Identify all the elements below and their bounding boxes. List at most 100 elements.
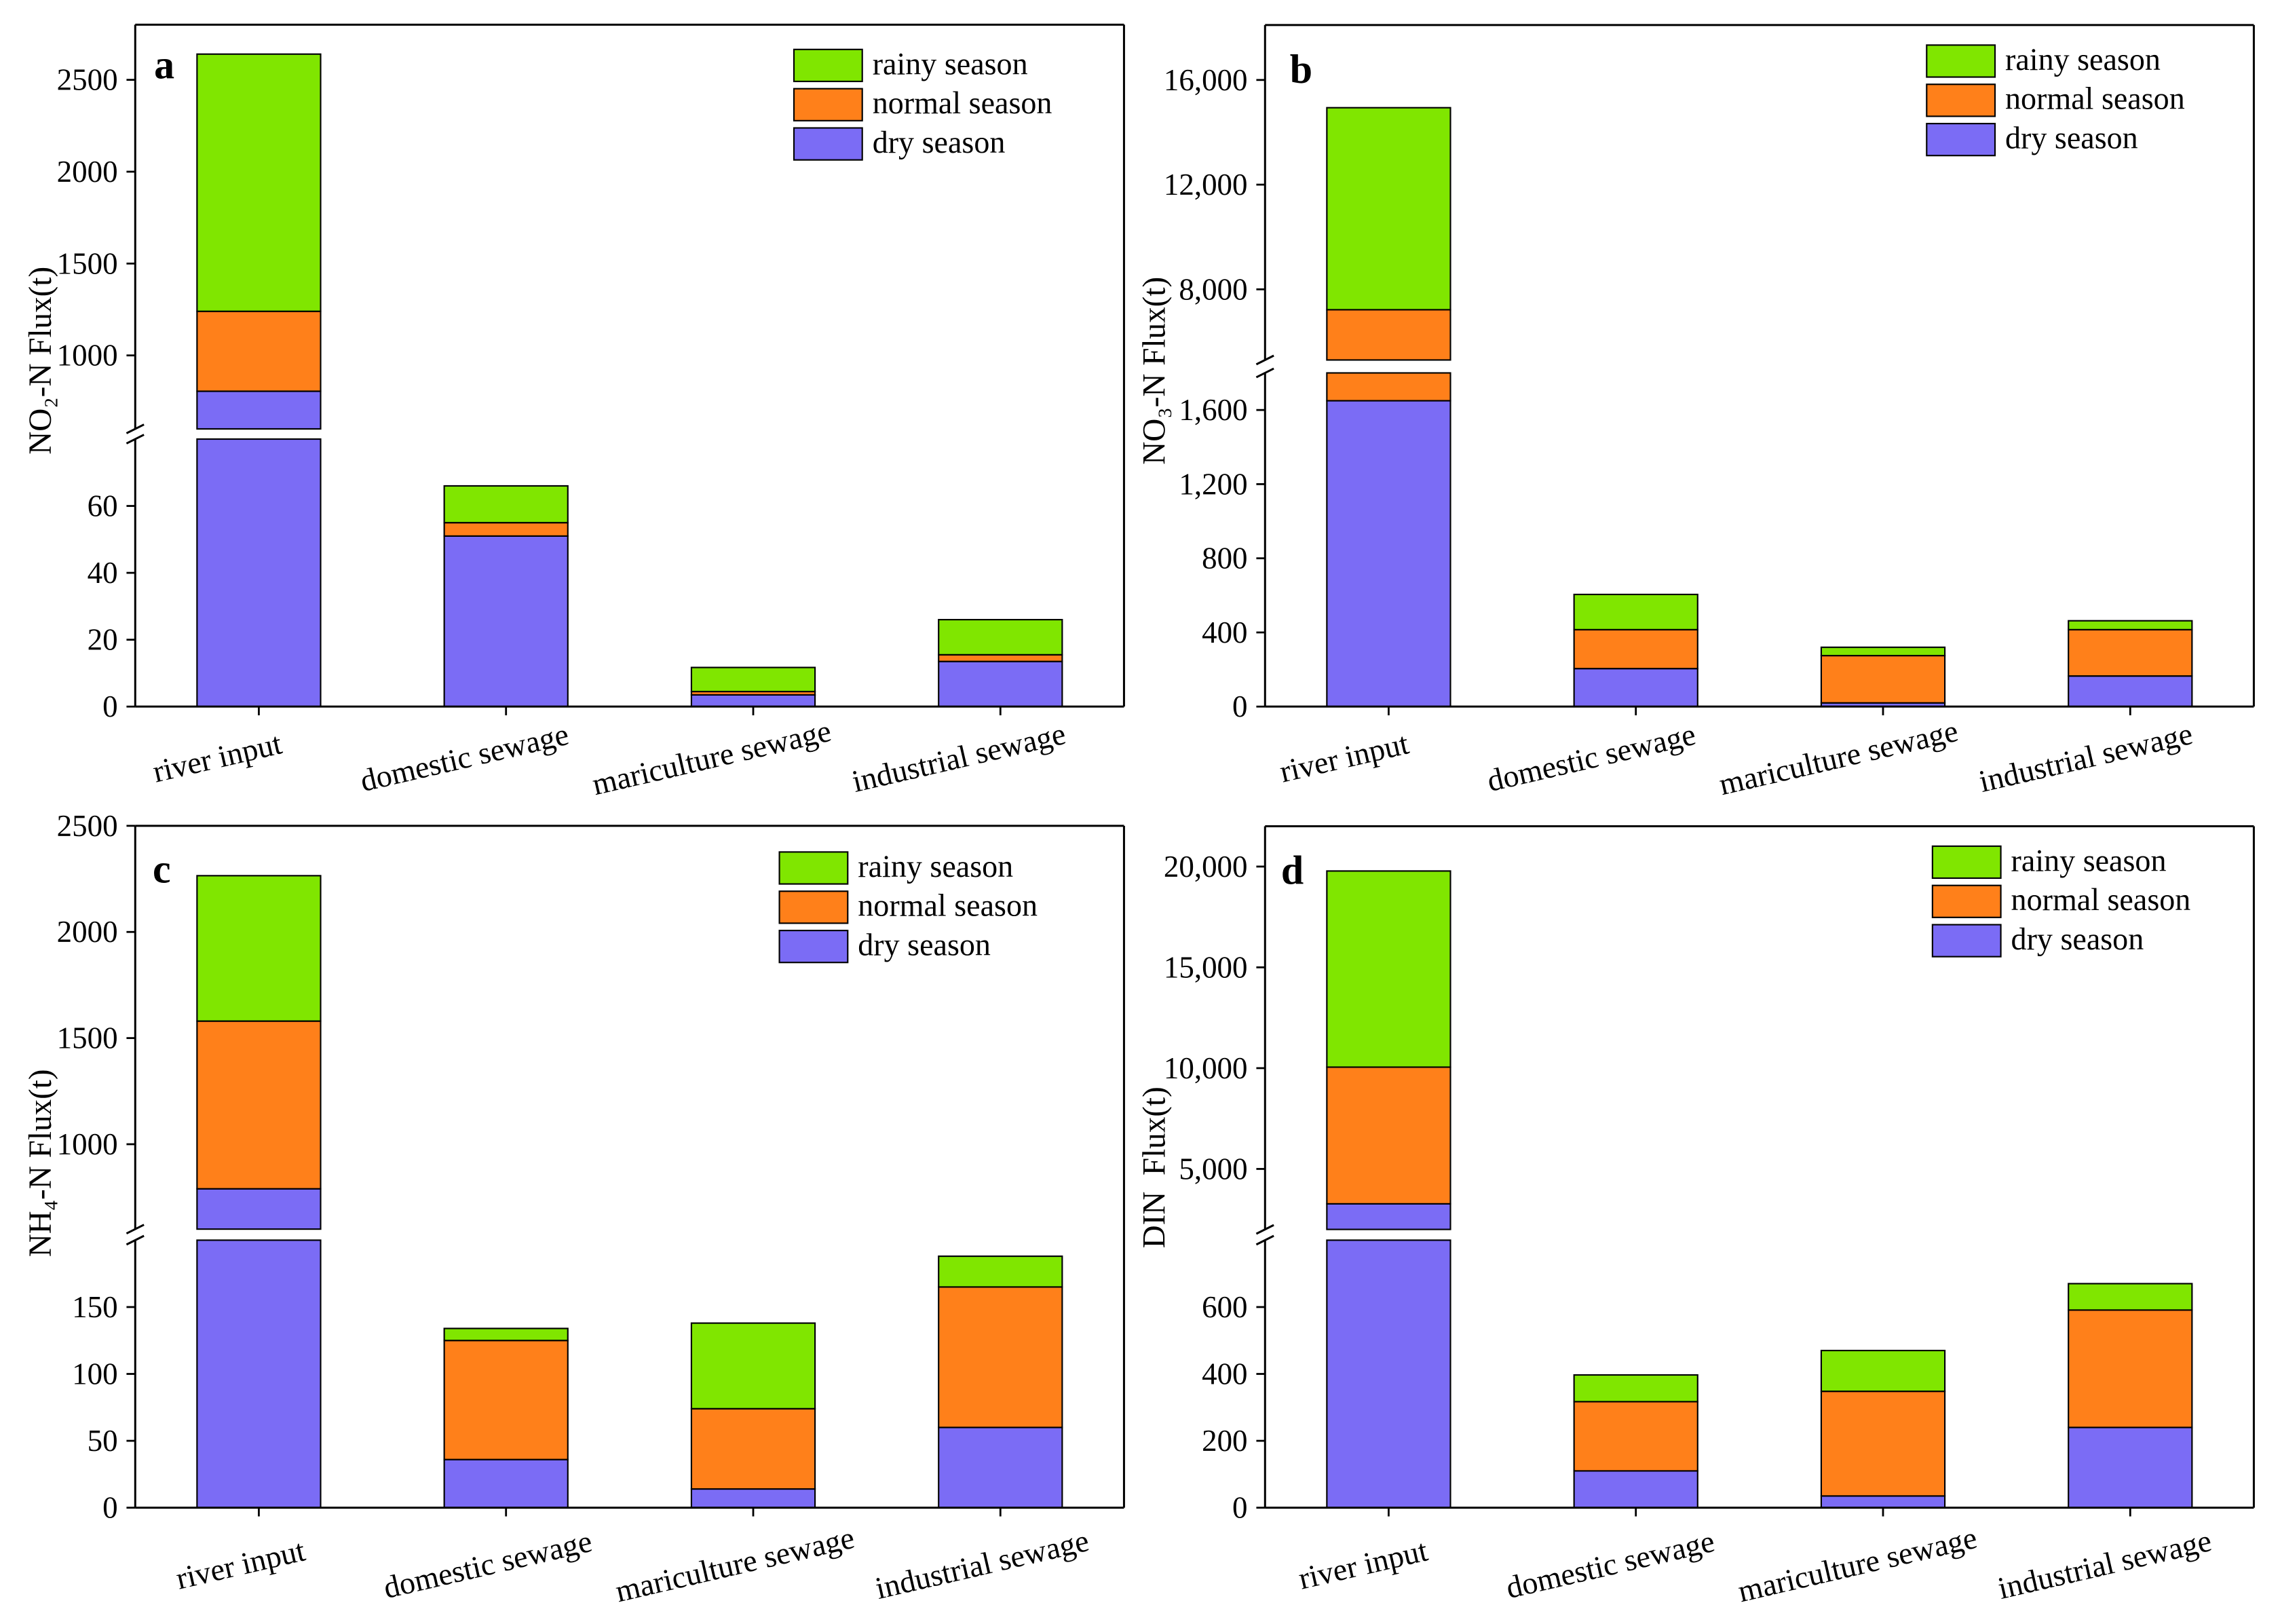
- y-tick-label: 0: [1232, 690, 1248, 723]
- legend-label-normal-season: normal season: [2011, 882, 2191, 917]
- legend-label-rainy-season: rainy season: [873, 46, 1028, 81]
- y-tick-label: 0: [102, 1491, 118, 1525]
- legend-swatch-normal-season: [1926, 83, 1996, 117]
- bar-c-domestic-sewage-rainy-season: [443, 1327, 569, 1342]
- bar-d-industrial-sewage-rainy-season: [2068, 1283, 2193, 1311]
- legend-label-dry-season: dry season: [873, 125, 1006, 159]
- bar-d-industrial-sewage-dry-season: [2068, 1427, 2193, 1509]
- y-tick-label: 60: [88, 489, 118, 523]
- panel-letter: a: [154, 43, 174, 88]
- x-tick-label: mariculture sewage: [1734, 1520, 1980, 1608]
- legend: rainy season normal season dry season: [1931, 843, 2191, 958]
- panel-letter: b: [1290, 47, 1312, 92]
- bar-d-domestic-sewage-dry-season: [1573, 1470, 1698, 1509]
- y-tick-label: 20,000: [1164, 850, 1248, 884]
- x-tick-label: river input: [1295, 1532, 1431, 1595]
- bar-b-domestic-sewage-rainy-season: [1573, 593, 1698, 630]
- x-tick-label: domestic sewage: [1484, 717, 1699, 798]
- bar-d-mariculture-sewage-rainy-season: [1820, 1349, 1946, 1393]
- y-tick-label: 0: [102, 690, 118, 723]
- legend-swatch-normal-season: [1931, 884, 2002, 918]
- y-axis-title: NO₃-N Flux(t): [1137, 277, 1172, 465]
- bar-b-mariculture-sewage-rainy-season: [1820, 646, 1946, 657]
- bar-d-river-input-normal-season: [1326, 1066, 1451, 1205]
- y-tick-label: 40: [88, 556, 118, 590]
- legend-label-dry-season: dry season: [2011, 922, 2144, 956]
- axis-break-mark: [126, 423, 145, 434]
- y-tick-label: 12,000: [1164, 168, 1248, 202]
- bar-c-domestic-sewage-dry-season: [443, 1458, 569, 1509]
- panel-c: river input domestic sewage mariculture se…: [23, 809, 1125, 1608]
- y-tick-label: 800: [1202, 542, 1247, 575]
- y-tick-label: 1500: [57, 1021, 118, 1055]
- y-tick-label: 8,000: [1179, 272, 1247, 306]
- y-tick-label: 20: [88, 623, 118, 657]
- bar-a-domestic-sewage-normal-season: [443, 522, 569, 537]
- y-tick-label: 5,000: [1179, 1152, 1247, 1186]
- legend-label-rainy-season: rainy season: [2005, 42, 2161, 77]
- x-tick-label: river input: [149, 725, 285, 789]
- y-tick-label: 15,000: [1164, 950, 1248, 984]
- bar-b-industrial-sewage-normal-season: [2068, 628, 2193, 677]
- legend-swatch-dry-season: [793, 127, 863, 161]
- axis-break-mark: [126, 1224, 145, 1234]
- bar-a-river-input-dry-season-lower: [196, 438, 322, 708]
- bar-d-domestic-sewage-rainy-season: [1573, 1374, 1698, 1403]
- x-tick-label: river input: [173, 1532, 309, 1595]
- legend: rainy season normal season dry season: [778, 849, 1038, 964]
- x-tick-label: industrial sewage: [1994, 1523, 2214, 1606]
- y-tick-label: 0: [1232, 1491, 1248, 1525]
- x-tick-label: industrial sewage: [1976, 716, 2196, 799]
- bar-b-mariculture-sewage-normal-season: [1820, 654, 1946, 704]
- bar-a-industrial-sewage-normal-season: [938, 654, 1063, 662]
- x-tick-label: industrial sewage: [849, 716, 1069, 799]
- x-tick-label: mariculture sewage: [589, 713, 835, 801]
- bar-d-river-input-dry-season-lower: [1326, 1239, 1451, 1509]
- bar-d-river-input-dry-season-upper: [1326, 1203, 1451, 1230]
- y-tick-label: 1000: [57, 339, 118, 373]
- x-tick-label: mariculture sewage: [612, 1520, 858, 1608]
- panel-letter: d: [1281, 848, 1304, 893]
- bar-c-mariculture-sewage-normal-season: [690, 1408, 816, 1490]
- bar-b-river-input-normal-season-lower: [1326, 372, 1451, 402]
- legend-swatch-rainy-season: [1931, 845, 2002, 880]
- panel-b: river input domestic sewage mariculture se…: [1137, 24, 2255, 801]
- bar-d-mariculture-sewage-dry-season: [1820, 1495, 1946, 1509]
- legend-swatch-dry-season: [1931, 924, 2002, 958]
- panel-a: river input domestic sewage mariculture se…: [23, 23, 1125, 801]
- bar-d-domestic-sewage-normal-season: [1573, 1401, 1698, 1472]
- x-tick-label: domestic sewage: [380, 1524, 595, 1605]
- y-axis-title: DIN Flux(t): [1137, 1087, 1172, 1248]
- y-tick-label: 1,600: [1179, 393, 1247, 427]
- bar-d-mariculture-sewage-normal-season: [1820, 1391, 1946, 1497]
- axis-break-mark: [1255, 1224, 1274, 1235]
- legend-swatch-normal-season: [793, 88, 863, 121]
- bar-b-river-input-rainy-season: [1326, 107, 1451, 311]
- legend-label-dry-season: dry season: [858, 928, 991, 962]
- bar-a-industrial-sewage-rainy-season: [938, 618, 1063, 656]
- legend-label-normal-season: normal season: [873, 86, 1052, 120]
- bar-a-industrial-sewage-dry-season: [938, 660, 1063, 708]
- bar-c-mariculture-sewage-dry-season: [690, 1488, 816, 1509]
- axis-break-mark: [126, 434, 145, 445]
- axis-break-mark: [1255, 367, 1274, 379]
- y-tick-label: 1,200: [1179, 467, 1247, 501]
- legend-label-rainy-season: rainy season: [858, 849, 1013, 884]
- legend-swatch-normal-season: [778, 890, 849, 924]
- legend-swatch-rainy-season: [793, 48, 863, 83]
- y-tick-label: 200: [1202, 1424, 1247, 1458]
- axis-break-mark: [1255, 1234, 1274, 1246]
- legend-swatch-dry-season: [778, 930, 849, 964]
- bar-a-mariculture-sewage-dry-season: [690, 694, 816, 708]
- x-tick-label: river input: [1276, 725, 1412, 789]
- legend: rainy season normal season dry season: [1926, 42, 2185, 157]
- bar-b-river-input-dry-season: [1326, 400, 1451, 708]
- x-tick-label: mariculture sewage: [1716, 713, 1962, 801]
- y-tick-label: 10,000: [1164, 1051, 1248, 1085]
- legend-label-dry-season: dry season: [2005, 121, 2138, 155]
- y-axis-title: NH₄-N Flux(t): [23, 1069, 58, 1257]
- bar-a-river-input-rainy-season: [196, 53, 322, 312]
- x-tick-label: industrial sewage: [872, 1523, 1092, 1606]
- bar-c-industrial-sewage-rainy-season: [938, 1255, 1063, 1288]
